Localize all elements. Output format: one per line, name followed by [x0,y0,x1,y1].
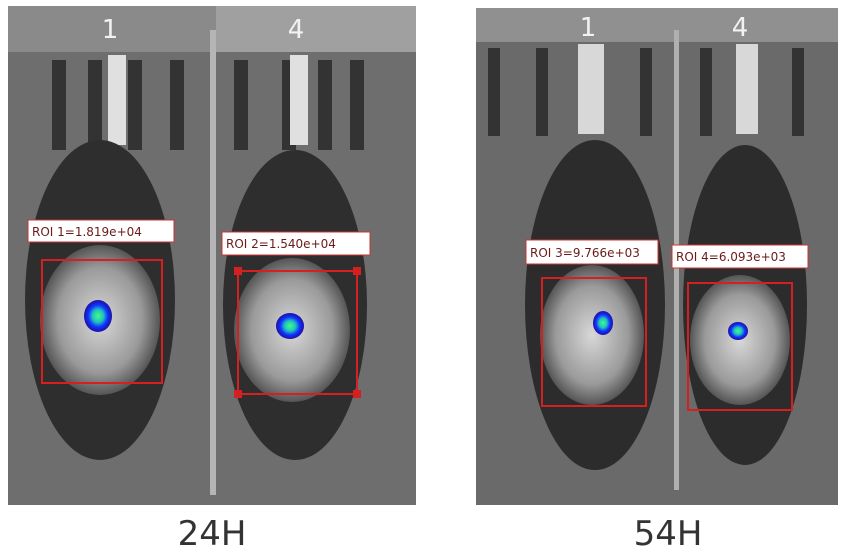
lane-label: 1 [580,13,597,43]
nose-cone [578,44,604,134]
lane-label: 1 [102,15,119,45]
lane-label: 4 [732,13,749,43]
lane-label: 4 [288,15,305,45]
nose-cone [736,44,758,134]
panel-54h: 1 4 ROI 3=9.766e+03 ROI 4=6.093e+03 [476,8,838,505]
signal [728,322,748,340]
caption: 24H [178,514,247,553]
roi-label: ROI 3=9.766e+03 [530,246,640,260]
figure: 1 4 ROI 1=1.819e+04 ROI 2=1.540e+04 24H … [0,0,856,553]
belly [540,265,644,405]
roi-label: ROI 1=1.819e+04 [32,225,142,239]
signal [276,313,304,339]
divider [210,30,216,495]
signal [84,300,112,332]
nose-cone [108,55,126,145]
caption: 54H [634,514,703,553]
nose-cone [290,55,308,145]
signal [593,311,613,335]
belly [690,275,790,405]
page: 1 4 ROI 1=1.819e+04 ROI 2=1.540e+04 24H … [0,0,856,553]
holder [216,6,416,52]
roi-label: ROI 4=6.093e+03 [676,250,786,264]
roi-label: ROI 2=1.540e+04 [226,237,336,251]
holder [476,8,838,42]
panel-24h: 1 4 ROI 1=1.819e+04 ROI 2=1.540e+04 [8,6,416,505]
